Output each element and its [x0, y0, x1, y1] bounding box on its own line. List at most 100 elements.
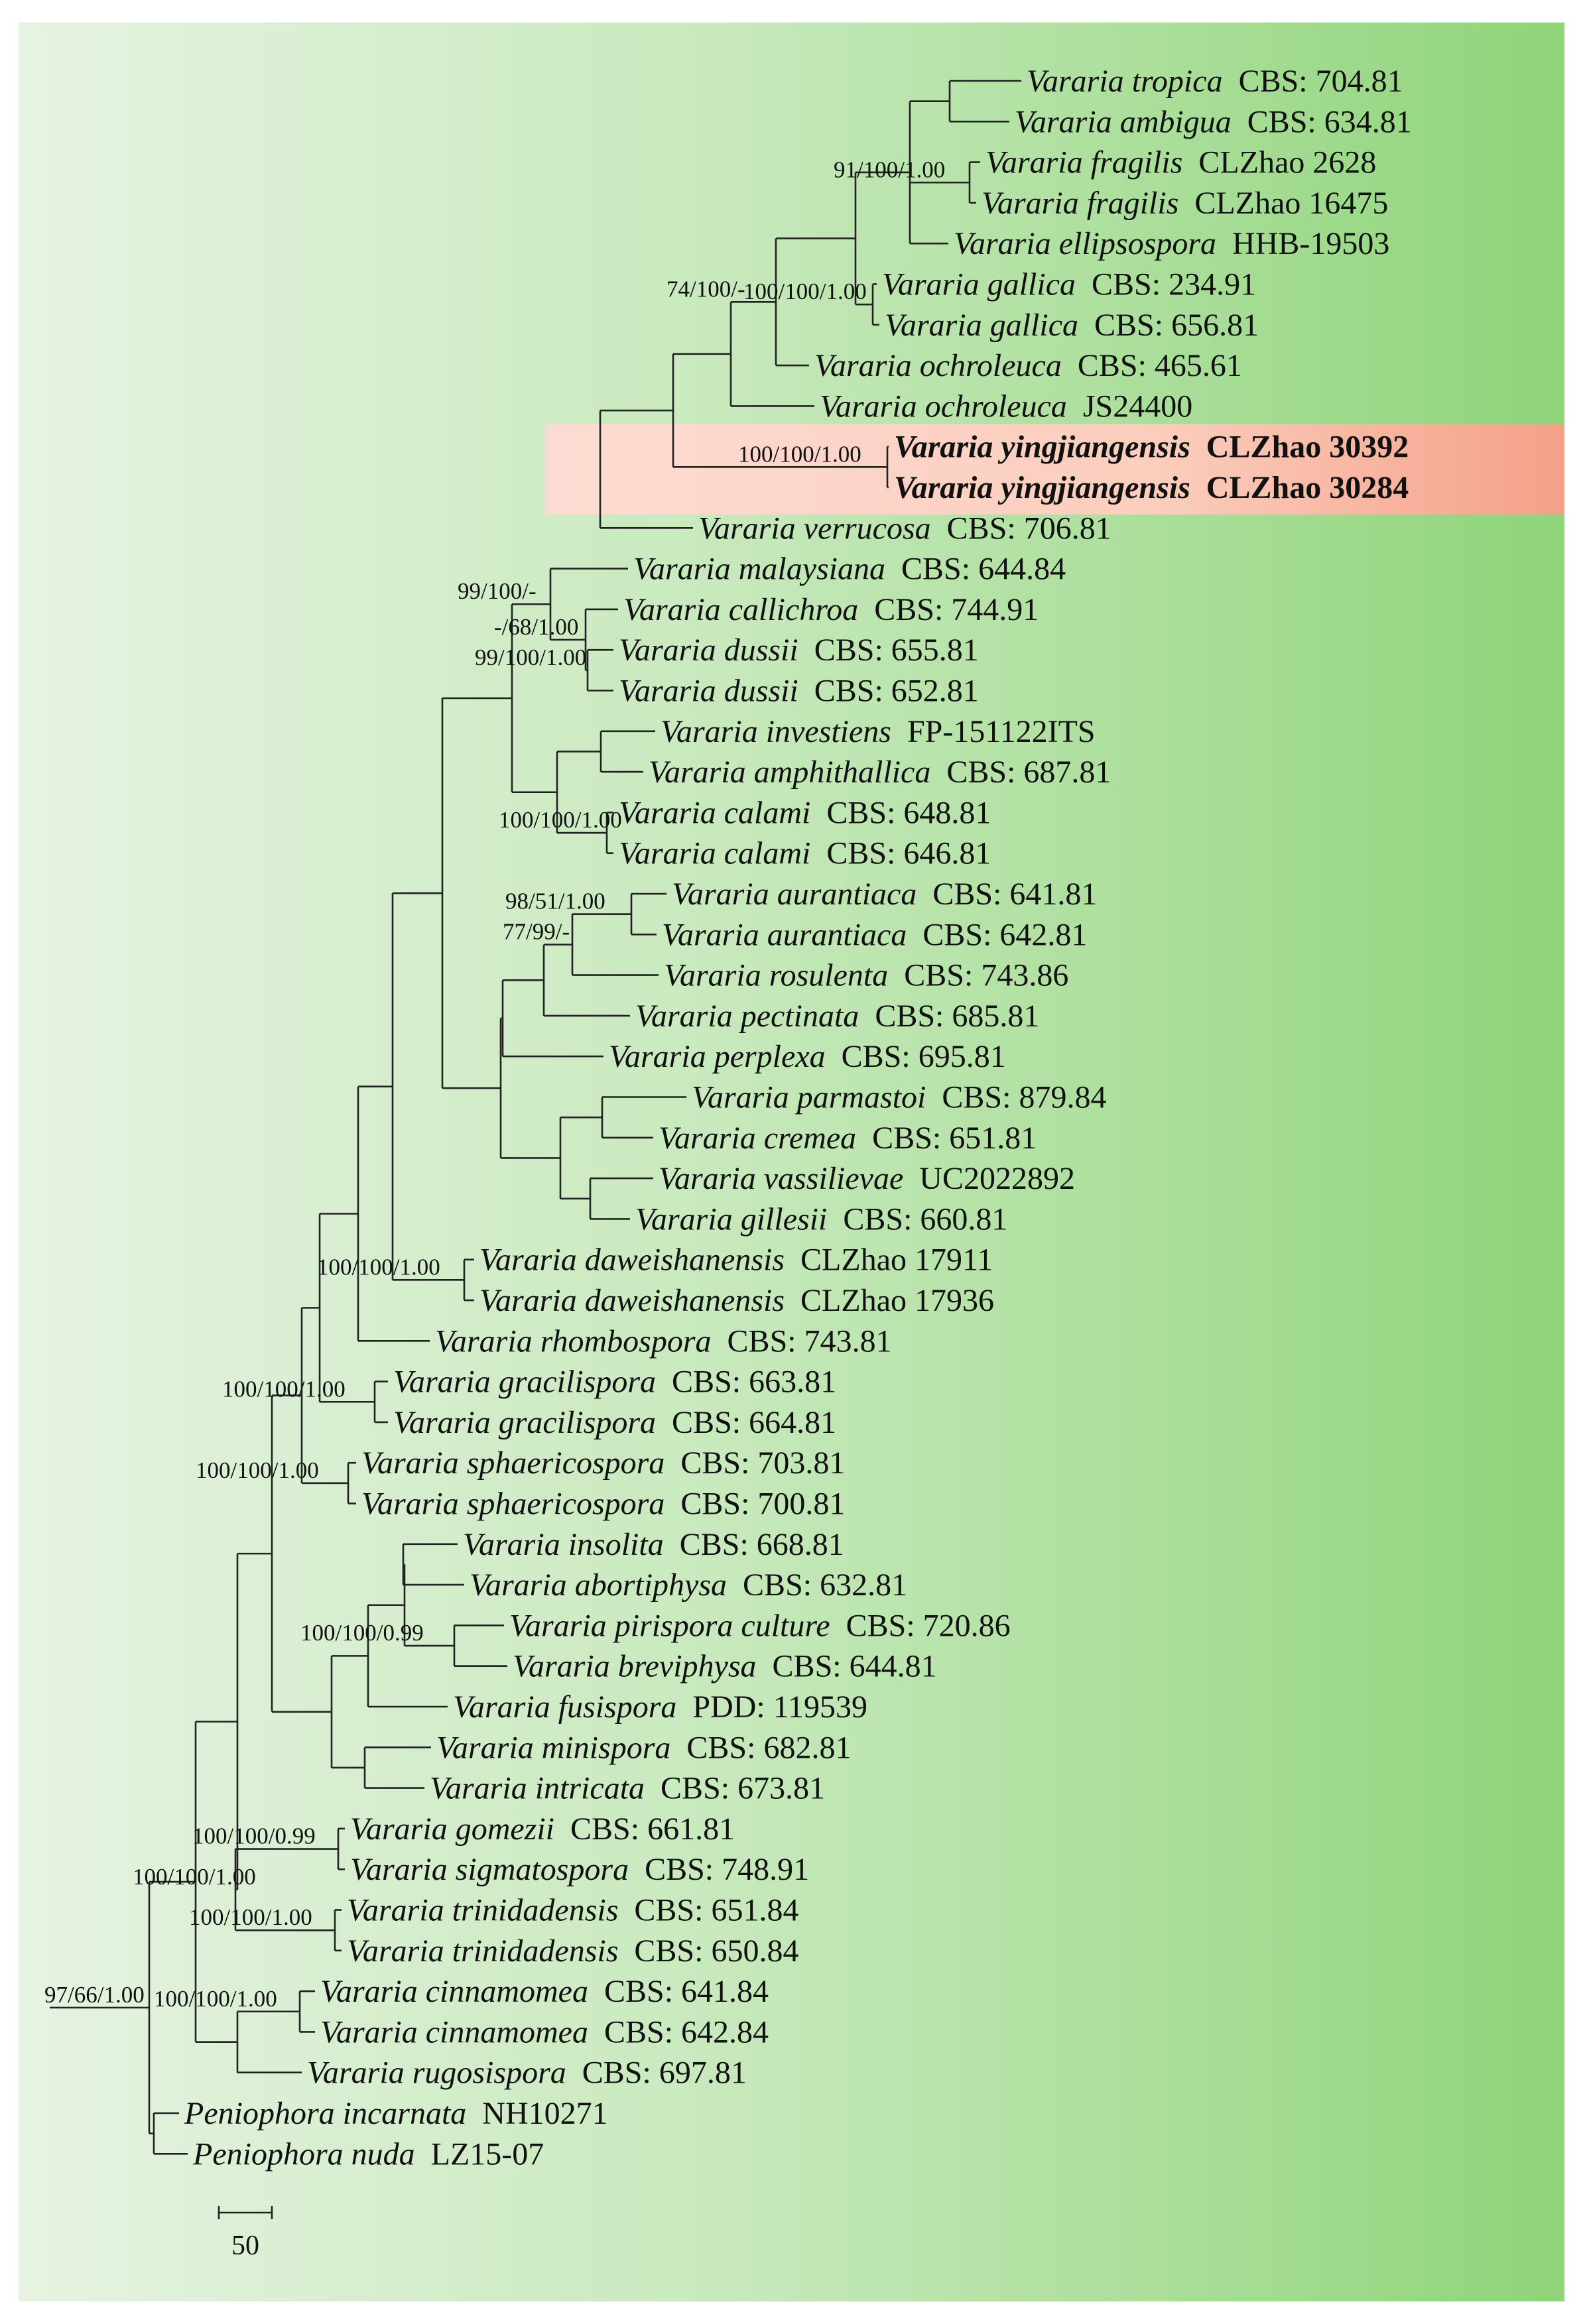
- taxon-species: Vararia yingjiangensis: [894, 430, 1190, 465]
- taxon-label: Vararia verrucosa CBS: 706.81: [698, 511, 1111, 546]
- taxon-species: Vararia verrucosa: [698, 511, 931, 546]
- taxon-voucher: CBS: 651.84: [618, 1893, 798, 1928]
- taxon-label: Vararia dussii CBS: 655.81: [619, 633, 979, 668]
- taxon-species: Vararia cinnamomea: [320, 2014, 588, 2049]
- taxon-voucher: CLZhao 17936: [785, 1283, 994, 1318]
- taxon-species: Vararia fusispora: [453, 1689, 676, 1725]
- taxon-voucher: JS24400: [1067, 389, 1192, 424]
- taxon-label: Vararia tropica CBS: 704.81: [1027, 64, 1403, 99]
- taxon-species: Vararia ambigua: [1015, 104, 1232, 139]
- taxon-species: Vararia trinidadensis: [347, 1933, 618, 1969]
- taxon-label: Vararia cremea CBS: 651.81: [659, 1121, 1037, 1156]
- support-value: 100/100/1.00: [196, 1457, 319, 1483]
- taxon-voucher: CBS: 700.81: [665, 1487, 845, 1522]
- taxon-voucher: CBS: 651.81: [856, 1121, 1037, 1156]
- support-value: 100/100/1.00: [154, 1986, 277, 2012]
- taxon-species: Vararia rhombospora: [435, 1323, 712, 1359]
- taxon-species: Vararia ellipsospora: [954, 226, 1216, 261]
- taxon-voucher: CBS: 632.81: [727, 1567, 907, 1603]
- taxon-species: Vararia sigmatospora: [350, 1852, 629, 1887]
- taxon-voucher: LZ15-07: [415, 2136, 544, 2171]
- taxon-label: Vararia fragilis CLZhao 16475: [981, 186, 1388, 221]
- taxon-species: Vararia fragilis: [981, 186, 1178, 221]
- taxon-voucher: CBS: 703.81: [665, 1445, 845, 1481]
- support-value: -/68/1.00: [494, 614, 578, 640]
- taxon-species: Vararia rugosispora: [307, 2055, 566, 2091]
- taxon-label: Vararia minispora CBS: 682.81: [436, 1730, 851, 1765]
- taxon-species: Vararia gomezii: [350, 1811, 554, 1847]
- taxon-label: Vararia daweishanensis CLZhao 17911: [479, 1243, 993, 1278]
- taxon-voucher: CBS: 682.81: [670, 1730, 851, 1765]
- taxon-voucher: CLZhao 30392: [1190, 430, 1409, 465]
- taxon-label: Vararia fusispora PDD: 119539: [453, 1689, 867, 1725]
- taxon-species: Vararia ochroleuca: [820, 389, 1067, 424]
- taxon-voucher: CBS: 697.81: [566, 2055, 747, 2091]
- taxon-voucher: CBS: 648.81: [810, 795, 991, 830]
- taxon-species: Vararia gallica: [885, 308, 1078, 343]
- tree-background: [19, 23, 1564, 2301]
- taxon-species: Vararia vassilievae: [659, 1161, 903, 1196]
- taxon-species: Vararia gillesii: [635, 1201, 827, 1237]
- taxon-voucher: UC2022892: [903, 1161, 1075, 1196]
- taxon-voucher: CBS: 704.81: [1223, 64, 1403, 99]
- taxon-voucher: CBS: 695.81: [826, 1039, 1006, 1074]
- taxon-species: Vararia daweishanensis: [479, 1243, 785, 1278]
- support-value: 100/100/1.00: [133, 1864, 256, 1890]
- taxon-voucher: CBS: 655.81: [798, 633, 979, 668]
- taxon-label: Vararia gallica CBS: 656.81: [885, 308, 1259, 343]
- taxon-species: Vararia cremea: [659, 1121, 856, 1156]
- taxon-species: Vararia dussii: [619, 674, 798, 709]
- taxon-label: Vararia malaysiana CBS: 644.84: [633, 552, 1066, 587]
- support-value: 77/99/-: [503, 919, 570, 945]
- taxon-label: Vararia cinnamomea CBS: 642.84: [320, 2014, 769, 2049]
- support-value: 99/100/-: [458, 578, 537, 604]
- taxon-label: Vararia calami CBS: 646.81: [619, 836, 991, 871]
- taxon-species: Vararia perplexa: [609, 1039, 826, 1074]
- taxon-species: Vararia calami: [619, 795, 810, 830]
- taxon-voucher: CLZhao 2628: [1182, 145, 1376, 180]
- taxon-species: Vararia pectinata: [635, 999, 859, 1034]
- taxon-label: Vararia insolita CBS: 668.81: [463, 1527, 844, 1562]
- taxon-species: Vararia sphaericospora: [361, 1445, 665, 1481]
- taxon-voucher: CBS: 644.84: [885, 552, 1066, 587]
- taxon-label: Vararia rhombospora CBS: 743.81: [435, 1323, 892, 1359]
- taxon-species: Vararia aurantiaca: [672, 877, 917, 912]
- support-value: 100/100/1.00: [743, 278, 867, 304]
- taxon-species: Vararia insolita: [463, 1527, 664, 1562]
- taxon-species: Peniophora incarnata: [184, 2096, 466, 2131]
- support-value: 100/100/0.99: [192, 1823, 316, 1849]
- taxon-voucher: CBS: 465.61: [1062, 348, 1242, 383]
- taxon-label: Vararia intricata CBS: 673.81: [430, 1771, 825, 1806]
- taxon-species: Vararia amphithallica: [649, 755, 930, 790]
- taxon-species: Peniophora nuda: [192, 2136, 415, 2171]
- taxon-voucher: CBS: 663.81: [656, 1365, 836, 1400]
- taxon-label: Vararia abortiphysa CBS: 632.81: [470, 1567, 907, 1603]
- taxon-label: Vararia sigmatospora CBS: 748.91: [350, 1852, 809, 1887]
- taxon-voucher: CBS: 650.84: [618, 1933, 798, 1969]
- taxon-label: Vararia aurantiaca CBS: 641.81: [672, 877, 1097, 912]
- taxon-voucher: CBS: 664.81: [656, 1405, 836, 1440]
- taxon-voucher: PDD: 119539: [676, 1689, 867, 1725]
- taxon-label: Vararia gracilispora CBS: 664.81: [393, 1405, 836, 1440]
- taxon-voucher: CBS: 673.81: [645, 1771, 825, 1806]
- taxon-label: Vararia calami CBS: 648.81: [619, 795, 991, 830]
- taxon-voucher: CLZhao 16475: [1178, 186, 1388, 221]
- taxon-voucher: CLZhao 17911: [785, 1243, 993, 1278]
- taxon-species: Vararia gracilispora: [393, 1405, 656, 1440]
- scale-bar: 50: [218, 2206, 273, 2261]
- taxon-voucher: CBS: 743.86: [888, 958, 1068, 993]
- taxon-label: Vararia cinnamomea CBS: 641.84: [320, 1974, 769, 2009]
- taxon-species: Vararia fragilis: [985, 145, 1182, 180]
- taxon-voucher: CBS: 661.81: [554, 1811, 735, 1847]
- support-value: 100/100/0.99: [300, 1620, 424, 1646]
- taxon-voucher: CBS: 234.91: [1076, 267, 1256, 302]
- taxon-voucher: CBS: 660.81: [827, 1201, 1007, 1237]
- taxon-voucher: CBS: 656.81: [1078, 308, 1259, 343]
- taxon-label: Peniophora incarnata NH10271: [184, 2096, 608, 2131]
- taxon-voucher: CBS: 641.84: [588, 1974, 769, 2009]
- support-value: 99/100/1.00: [475, 644, 586, 670]
- taxon-voucher: CBS: 743.81: [712, 1323, 892, 1359]
- taxon-label: Vararia sphaericospora CBS: 703.81: [361, 1445, 845, 1481]
- taxon-species: Vararia callichroa: [623, 592, 858, 627]
